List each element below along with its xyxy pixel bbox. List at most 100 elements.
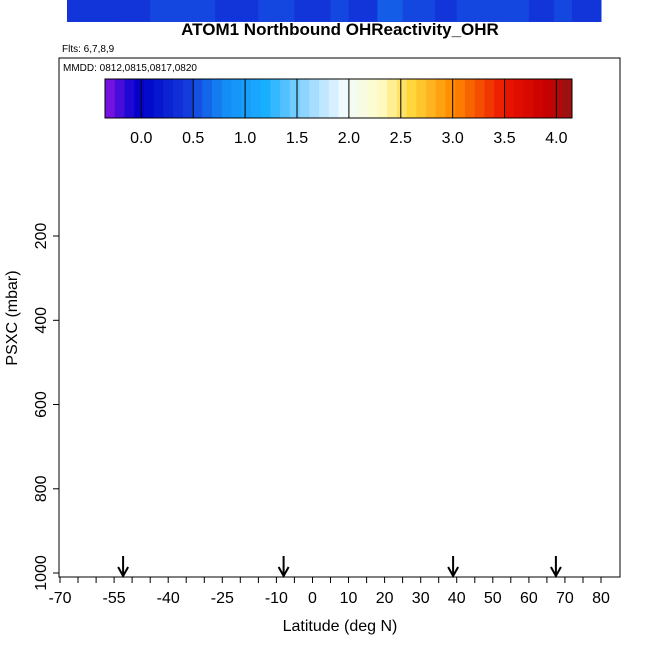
colorbar-segment bbox=[280, 79, 291, 118]
flight-arrow-head bbox=[117, 566, 129, 579]
x-tick-label: 40 bbox=[448, 590, 466, 607]
x-tick-label: 10 bbox=[340, 590, 358, 607]
colorbar-segment bbox=[114, 79, 125, 118]
heatmap-cell bbox=[67, 0, 115, 22]
colorbar-tick-label: 4.0 bbox=[545, 130, 567, 147]
heatmap-cell bbox=[258, 0, 295, 22]
colorbar-segment bbox=[513, 79, 524, 118]
colorbar-segment bbox=[192, 79, 203, 118]
colorbar-segment bbox=[542, 79, 553, 118]
y-tick-label: 400 bbox=[33, 307, 50, 334]
colorbar-segment bbox=[503, 79, 515, 118]
colorbar-segment bbox=[435, 79, 446, 118]
colorbar-segment bbox=[552, 79, 563, 118]
x-tick-label: -70 bbox=[48, 590, 71, 607]
colorbar-tick-label: 1.5 bbox=[286, 130, 308, 147]
colorbar-tick-label: 0.5 bbox=[182, 130, 204, 147]
colorbar-segment bbox=[134, 79, 145, 118]
heatmap-cell bbox=[572, 0, 602, 22]
flight-arrow bbox=[447, 556, 460, 579]
x-tick-label: -25 bbox=[211, 590, 234, 607]
heatmap-cell bbox=[150, 0, 180, 22]
x-tick-label: 20 bbox=[376, 590, 394, 607]
plot-frame bbox=[58, 57, 621, 578]
colorbar-segment bbox=[270, 79, 281, 118]
colorbar-segment bbox=[231, 79, 242, 118]
flight-arrow bbox=[117, 556, 129, 579]
colorbar-segment bbox=[387, 79, 398, 118]
colorbar-segment bbox=[173, 79, 184, 118]
x-tick-label: -10 bbox=[265, 590, 288, 607]
heatmap-cell bbox=[215, 0, 259, 22]
colorbar-segment bbox=[523, 79, 534, 118]
colorbar-segment bbox=[416, 79, 427, 118]
colorbar-segment bbox=[464, 79, 476, 118]
colorbar-segment bbox=[289, 79, 300, 118]
heatmap-cell bbox=[179, 0, 216, 22]
heatmap-cell bbox=[500, 0, 530, 22]
colorbar: 0.0 0.5 1.0 1.5 2.0 2.5 3.0 3.5 4.0 bbox=[104, 78, 573, 147]
colorbar-segment bbox=[474, 79, 485, 118]
x-axis-label: Latitude (deg N) bbox=[283, 618, 398, 635]
colorbar-segment bbox=[533, 79, 544, 118]
flight-arrow-head bbox=[550, 566, 562, 579]
colorbar-segment bbox=[484, 79, 495, 118]
colorbar-segment bbox=[299, 79, 310, 118]
colorbar-segment bbox=[562, 79, 573, 118]
colorbar-segment bbox=[202, 79, 213, 118]
flight-arrow-head bbox=[277, 566, 290, 579]
colorbar-tick-label: 3.0 bbox=[442, 130, 464, 147]
colorbar-segment bbox=[212, 79, 223, 118]
x-tick-label: 30 bbox=[412, 590, 430, 607]
colorbar-segment bbox=[124, 79, 135, 118]
flight-arrow bbox=[277, 556, 290, 579]
heatmap-cells bbox=[67, 0, 602, 22]
x-tick-label: -40 bbox=[157, 590, 180, 607]
colorbar-segment bbox=[426, 79, 437, 118]
colorbar-segment bbox=[445, 79, 456, 118]
heatmap-cell bbox=[528, 0, 555, 22]
colorbar-segment bbox=[309, 79, 320, 118]
colorbar-segment bbox=[182, 79, 193, 118]
chart-title: ATOM1 Northbound OHReactivity_OHR bbox=[181, 20, 499, 39]
colorbar-segment bbox=[328, 79, 339, 118]
x-tick-label: 70 bbox=[556, 590, 574, 607]
colorbar-tick-label: 0.0 bbox=[130, 130, 152, 147]
y-axis: 200 400 600 800 1000 bbox=[33, 223, 59, 591]
x-tick-label: 0 bbox=[308, 590, 317, 607]
heatmap-cell bbox=[402, 0, 436, 22]
colorbar-segment bbox=[241, 79, 252, 118]
heatmap-cell bbox=[554, 0, 573, 22]
colorbar-segment bbox=[143, 79, 155, 118]
x-tick-label: -55 bbox=[103, 590, 126, 607]
colorbar-segment bbox=[455, 79, 466, 118]
flight-arrow-head bbox=[447, 566, 460, 579]
heatmap-cell bbox=[114, 0, 151, 22]
dates-note: MMDD: 0812,0815,0817,0820 bbox=[63, 63, 197, 74]
colorbar-segment bbox=[221, 79, 232, 118]
colorbar-segment bbox=[367, 79, 378, 118]
colorbar-segment bbox=[319, 79, 330, 118]
heatmap-cell bbox=[348, 0, 378, 22]
heatmap-cell bbox=[435, 0, 458, 22]
y-tick-label: 800 bbox=[33, 475, 50, 502]
flights-note: Flts: 6,7,8,9 bbox=[62, 44, 115, 55]
heatmap-cell bbox=[294, 0, 331, 22]
colorbar-segment bbox=[494, 79, 505, 118]
colorbar-frame bbox=[104, 78, 573, 119]
colorbar-segment bbox=[105, 79, 116, 118]
colorbar-segment bbox=[153, 79, 164, 118]
y-axis-label: PSXC (mbar) bbox=[4, 270, 21, 365]
colorbar-tick-label: 1.0 bbox=[234, 130, 256, 147]
x-tick-label: 50 bbox=[484, 590, 502, 607]
colorbar-tick-label: 3.5 bbox=[493, 130, 515, 147]
colorbar-segment bbox=[260, 79, 271, 118]
colorbar-segment bbox=[348, 79, 359, 118]
flight-tracks bbox=[68, 235, 597, 574]
colorbar-tick-label: 2.5 bbox=[390, 130, 412, 147]
colorbar-tick-label: 2.0 bbox=[338, 130, 360, 147]
heatmap-cell bbox=[377, 0, 404, 22]
colorbar-segment bbox=[396, 79, 408, 118]
x-tick-label: 60 bbox=[520, 590, 538, 607]
